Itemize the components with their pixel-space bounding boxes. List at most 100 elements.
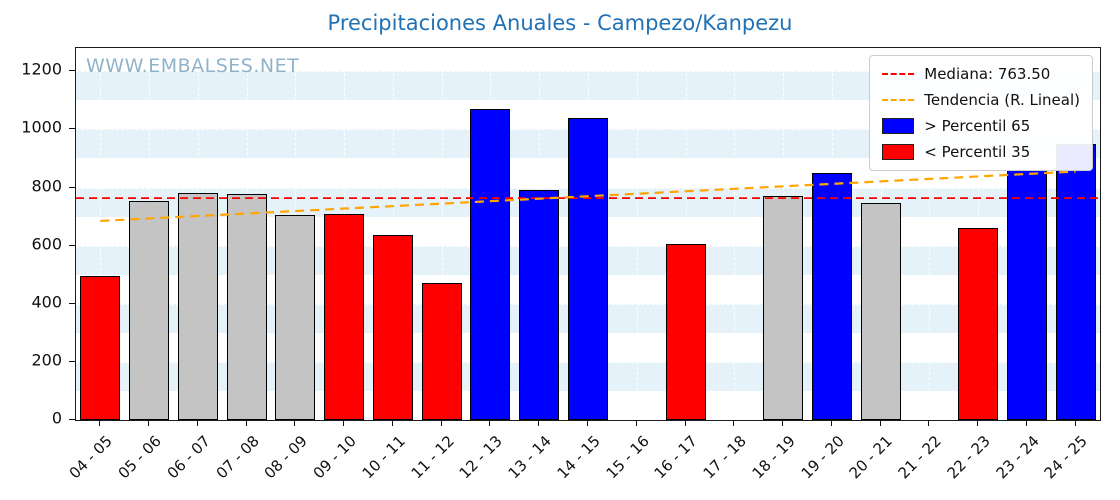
bar-04-05 [80,276,121,420]
gridline-vertical [100,48,102,420]
bar-23-24 [1006,170,1047,420]
x-tick-mark [1074,421,1076,426]
x-tick-mark [977,421,979,426]
plot-area: WWW.EMBALSES.NET Mediana: 763.50 Tendenc… [75,47,1101,421]
x-tick-label: 17 - 18 [699,432,751,483]
x-tick-label: 13 - 14 [504,432,555,483]
x-tick-label: 12 - 13 [455,432,507,483]
x-tick-label: 22 - 23 [943,432,994,483]
gridline-vertical [734,48,736,420]
watermark-text: WWW.EMBALSES.NET [86,55,300,77]
x-tick-label: 05 - 06 [114,432,165,483]
x-tick-label: 10 - 11 [358,432,409,483]
x-tick-mark [1025,421,1027,426]
bar-22-23 [958,228,999,420]
x-tick-label: 04 - 05 [65,432,117,483]
chart-title: Precipitaciones Anuales - Campezo/Kanpez… [327,11,793,35]
y-tick-mark [69,360,75,362]
x-tick-label: 23 - 24 [992,432,1043,483]
legend-item-low-percentile: < Percentil 35 [882,143,1080,161]
y-tick-label: 1200 [21,59,62,79]
legend-low-label: < Percentil 35 [924,143,1031,161]
legend-item-high-percentile: > Percentil 65 [882,117,1080,135]
high-percentile-swatch-icon [882,118,915,134]
bar-05-06 [129,200,170,420]
x-tick-label: 06 - 07 [163,432,214,483]
x-tick-mark [245,421,247,426]
y-axis: 0 200 400 600 800 1000 1200 [0,47,75,428]
bar-14-15 [568,117,608,420]
bar-20-21 [860,203,901,420]
gridline-vertical [441,48,443,420]
y-tick-label: 400 [31,292,62,312]
x-tick-mark [733,421,735,426]
trend-line-sample-icon [882,99,915,101]
bar-08-09 [275,215,316,420]
x-tick-label: 14 - 15 [553,432,604,483]
legend-item-trend: Tendencia (R. Lineal) [882,91,1080,109]
x-tick-mark [587,421,588,426]
bar-11-12 [421,283,462,420]
x-tick-mark [538,421,540,426]
bar-18-19 [763,196,804,420]
x-tick-label: 08 - 09 [260,432,312,483]
gridline-vertical [685,48,687,420]
gridline-vertical [636,48,638,420]
x-tick-label: 07 - 08 [212,432,263,483]
y-tick-mark [69,70,75,72]
x-tick-mark [343,421,345,426]
x-tick-label: 15 - 16 [602,432,653,483]
x-tick-label: 20 - 21 [845,432,897,483]
x-tick-mark [782,421,784,426]
gridline-vertical [929,48,931,420]
legend-high-label: > Percentil 65 [924,117,1031,135]
x-tick-mark [635,421,637,426]
y-tick-label: 600 [31,234,62,254]
x-tick-mark [928,421,930,426]
y-tick-mark [69,244,75,246]
x-tick-label: 09 - 10 [309,432,360,483]
x-tick-label: 21 - 22 [894,432,946,483]
bar-16-17 [665,244,706,420]
x-tick-label: 11 - 12 [407,432,458,483]
y-tick-mark [69,419,75,420]
y-tick-label: 200 [31,350,62,370]
legend-item-median: Mediana: 763.50 [882,65,1080,83]
x-tick-mark [294,421,296,426]
y-tick-label: 800 [31,176,62,196]
y-tick-label: 0 [51,408,62,428]
y-tick-mark [69,302,75,304]
bar-09-10 [324,213,365,420]
x-tick-label: 16 - 17 [650,432,702,483]
x-axis: 04 - 05 05 - 06 06 - 07 07 - 08 08 - 09 09 - … [66,421,1101,500]
x-tick-label: 18 - 19 [748,432,799,483]
x-tick-mark [489,421,491,426]
bar-12-13 [470,109,511,420]
legend: Mediana: 763.50 Tendencia (R. Lineal) > … [869,55,1093,171]
bar-19-20 [811,172,852,420]
x-tick-mark [830,421,832,426]
bar-06-07 [177,193,218,420]
x-tick-mark [391,421,393,426]
legend-median-label: Mediana: 763.50 [924,65,1051,83]
low-percentile-swatch-icon [882,144,915,160]
x-tick-mark [148,421,150,426]
x-tick-mark [879,421,881,426]
legend-trend-label: Tendencia (R. Lineal) [924,91,1080,109]
gridline-vertical [392,48,394,420]
bar-10-11 [372,235,413,420]
y-tick-label: 1000 [21,117,62,137]
x-tick-label: 24 - 25 [1041,432,1092,483]
y-tick-mark [69,128,75,130]
bar-07-08 [226,193,267,420]
x-tick-label: 19 - 20 [797,432,848,483]
median-line-sample-icon [882,73,915,75]
bar-24-25 [1055,143,1096,420]
x-tick-mark [99,421,101,426]
x-tick-mark [684,421,686,426]
bar-13-14 [519,190,560,420]
x-tick-mark [196,421,198,426]
x-tick-mark [440,421,442,426]
y-tick-mark [69,186,75,188]
